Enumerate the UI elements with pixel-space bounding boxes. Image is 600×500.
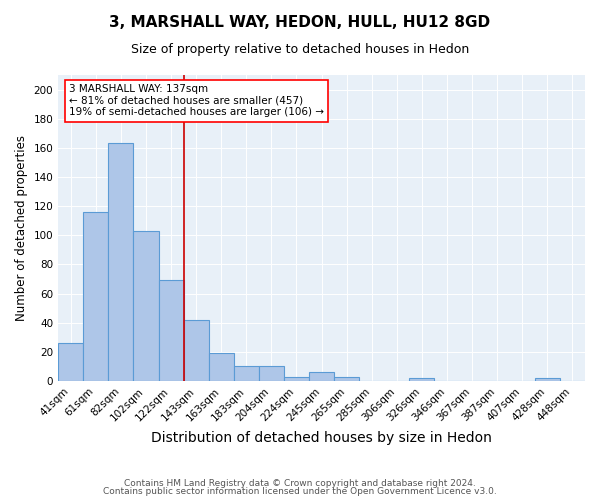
Bar: [109, 144, 133, 381]
Bar: [209, 354, 234, 381]
Text: 3, MARSHALL WAY, HEDON, HULL, HU12 8GD: 3, MARSHALL WAY, HEDON, HULL, HU12 8GD: [109, 15, 491, 30]
Bar: [535, 378, 560, 381]
Bar: [409, 378, 434, 381]
Bar: [158, 280, 184, 381]
X-axis label: Distribution of detached houses by size in Hedon: Distribution of detached houses by size …: [151, 431, 492, 445]
Text: Contains public sector information licensed under the Open Government Licence v3: Contains public sector information licen…: [103, 487, 497, 496]
Bar: [334, 376, 359, 381]
Bar: [284, 376, 309, 381]
Y-axis label: Number of detached properties: Number of detached properties: [15, 135, 28, 321]
Bar: [83, 212, 109, 381]
Bar: [309, 372, 334, 381]
Bar: [234, 366, 259, 381]
Bar: [184, 320, 209, 381]
Bar: [259, 366, 284, 381]
Bar: [58, 343, 83, 381]
Bar: [133, 231, 158, 381]
Text: Size of property relative to detached houses in Hedon: Size of property relative to detached ho…: [131, 42, 469, 56]
Text: 3 MARSHALL WAY: 137sqm
← 81% of detached houses are smaller (457)
19% of semi-de: 3 MARSHALL WAY: 137sqm ← 81% of detached…: [69, 84, 324, 117]
Text: Contains HM Land Registry data © Crown copyright and database right 2024.: Contains HM Land Registry data © Crown c…: [124, 478, 476, 488]
